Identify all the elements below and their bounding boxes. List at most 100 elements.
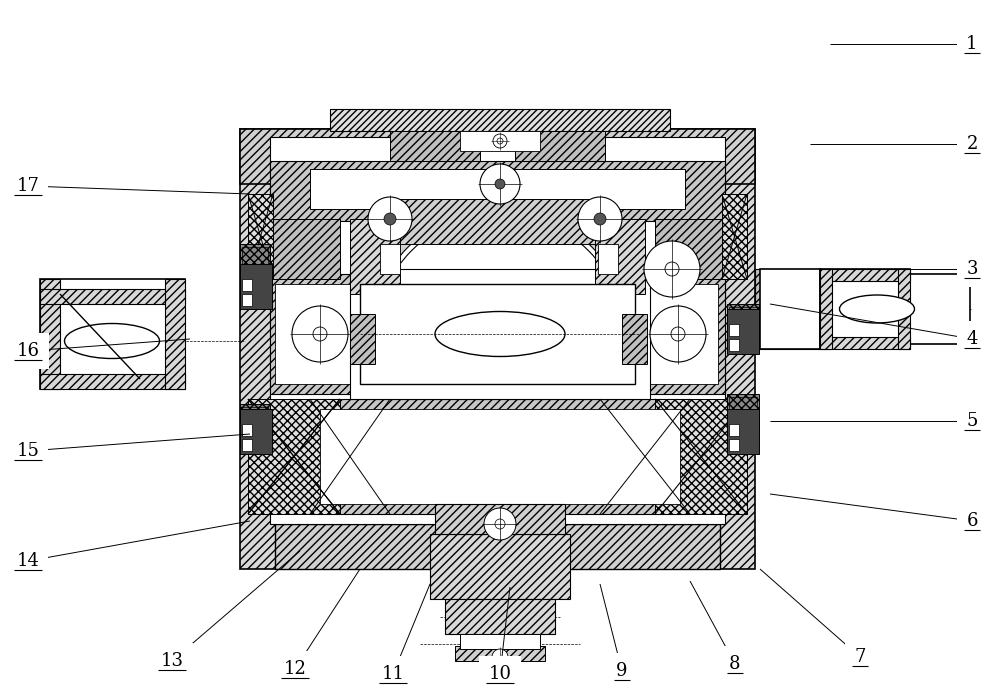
Bar (435, 504, 565, 534)
Bar (270, 274, 365, 394)
Text: 13: 13 (160, 652, 184, 670)
Bar (310, 399, 690, 514)
Bar (630, 274, 725, 394)
Bar (622, 314, 647, 364)
Text: 6: 6 (966, 512, 978, 530)
Bar (729, 339, 739, 351)
Bar (40, 279, 60, 389)
Bar (910, 274, 970, 344)
Circle shape (495, 179, 505, 189)
Bar (275, 524, 720, 569)
Bar (242, 247, 268, 281)
Bar (242, 424, 252, 436)
Bar (898, 269, 910, 349)
Bar (455, 646, 545, 661)
Bar (727, 309, 759, 354)
Text: 1: 1 (966, 35, 978, 53)
Bar (598, 244, 618, 274)
Bar (820, 269, 832, 349)
Text: 16: 16 (16, 342, 40, 360)
Text: 7: 7 (854, 648, 866, 666)
Text: 11: 11 (382, 665, 404, 683)
Circle shape (493, 134, 507, 148)
Text: 12: 12 (284, 660, 306, 678)
Circle shape (345, 184, 655, 494)
Bar (242, 407, 268, 441)
Text: 8: 8 (729, 655, 741, 673)
Bar (320, 409, 680, 504)
Bar (242, 439, 252, 451)
Bar (350, 314, 375, 364)
Bar (360, 284, 635, 384)
Bar (390, 131, 480, 161)
Bar (727, 394, 759, 434)
Text: 5: 5 (966, 412, 978, 430)
Text: 10: 10 (488, 665, 512, 683)
Text: 15: 15 (17, 442, 39, 460)
Bar (248, 399, 340, 514)
Bar (240, 409, 272, 454)
Bar (820, 269, 910, 349)
Bar (729, 397, 757, 431)
Bar (722, 194, 747, 279)
Bar (820, 337, 910, 349)
Bar (240, 129, 755, 569)
Bar (638, 284, 718, 384)
Bar (242, 279, 252, 291)
Circle shape (345, 184, 655, 494)
Bar (729, 424, 739, 436)
Bar (729, 307, 757, 341)
Bar (380, 244, 400, 274)
Bar (727, 304, 759, 344)
Bar (430, 534, 570, 599)
Circle shape (368, 197, 412, 241)
Bar (270, 184, 725, 524)
Bar (595, 219, 645, 294)
Text: 3: 3 (966, 260, 978, 278)
Bar (240, 264, 272, 309)
Bar (270, 161, 725, 221)
Bar (330, 109, 670, 131)
Bar (760, 269, 820, 349)
Bar (275, 284, 355, 384)
Bar (242, 294, 252, 306)
Bar (729, 439, 739, 451)
Circle shape (292, 306, 348, 362)
Circle shape (492, 649, 508, 665)
Bar (460, 131, 540, 151)
Bar (240, 244, 270, 284)
Bar (40, 289, 185, 304)
Ellipse shape (840, 295, 914, 323)
Bar (395, 199, 600, 244)
Bar (655, 219, 725, 279)
Bar (248, 194, 273, 279)
Bar (460, 634, 540, 649)
Circle shape (650, 306, 706, 362)
Circle shape (384, 213, 396, 225)
Circle shape (375, 214, 625, 464)
Circle shape (370, 209, 630, 469)
Bar (240, 404, 270, 444)
Circle shape (644, 241, 700, 297)
Bar (755, 269, 820, 349)
Ellipse shape (64, 324, 160, 359)
Ellipse shape (435, 312, 565, 356)
Circle shape (480, 164, 520, 204)
Bar (445, 599, 555, 634)
Circle shape (594, 213, 606, 225)
Text: 17: 17 (17, 177, 39, 195)
Bar (515, 131, 605, 161)
Circle shape (578, 197, 622, 241)
Bar (240, 129, 755, 184)
Text: 2: 2 (966, 135, 978, 153)
Bar (310, 169, 685, 209)
Bar (270, 137, 725, 177)
Bar (727, 409, 759, 454)
Bar (820, 269, 910, 281)
Bar (350, 269, 650, 399)
Bar (40, 279, 185, 389)
Text: 14: 14 (17, 552, 39, 570)
Text: 9: 9 (616, 662, 628, 680)
Bar (165, 279, 185, 389)
Bar (270, 219, 340, 279)
